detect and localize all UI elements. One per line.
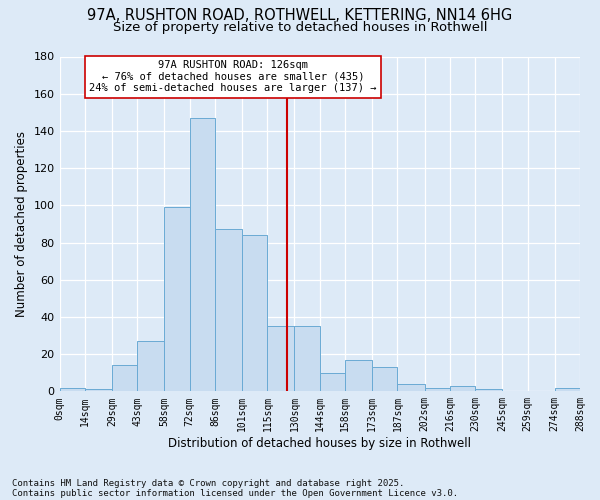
Bar xyxy=(164,207,190,392)
Bar xyxy=(475,390,502,392)
Bar xyxy=(345,360,372,392)
Text: Size of property relative to detached houses in Rothwell: Size of property relative to detached ho… xyxy=(113,21,487,34)
Bar xyxy=(190,118,215,392)
Bar xyxy=(450,386,475,392)
X-axis label: Distribution of detached houses by size in Rothwell: Distribution of detached houses by size … xyxy=(168,437,471,450)
Bar xyxy=(112,366,137,392)
Bar xyxy=(397,384,425,392)
Bar xyxy=(85,390,112,392)
Bar xyxy=(268,326,295,392)
Bar xyxy=(372,367,397,392)
Bar xyxy=(59,388,85,392)
Bar xyxy=(295,326,320,392)
Text: 97A, RUSHTON ROAD, ROTHWELL, KETTERING, NN14 6HG: 97A, RUSHTON ROAD, ROTHWELL, KETTERING, … xyxy=(88,8,512,22)
Text: 97A RUSHTON ROAD: 126sqm
← 76% of detached houses are smaller (435)
24% of semi-: 97A RUSHTON ROAD: 126sqm ← 76% of detach… xyxy=(89,60,377,94)
Bar xyxy=(320,372,345,392)
Bar xyxy=(215,230,242,392)
Y-axis label: Number of detached properties: Number of detached properties xyxy=(15,131,28,317)
Bar xyxy=(425,388,450,392)
Bar xyxy=(137,341,164,392)
Bar xyxy=(242,235,268,392)
Bar xyxy=(554,388,580,392)
Text: Contains HM Land Registry data © Crown copyright and database right 2025.
Contai: Contains HM Land Registry data © Crown c… xyxy=(12,479,458,498)
